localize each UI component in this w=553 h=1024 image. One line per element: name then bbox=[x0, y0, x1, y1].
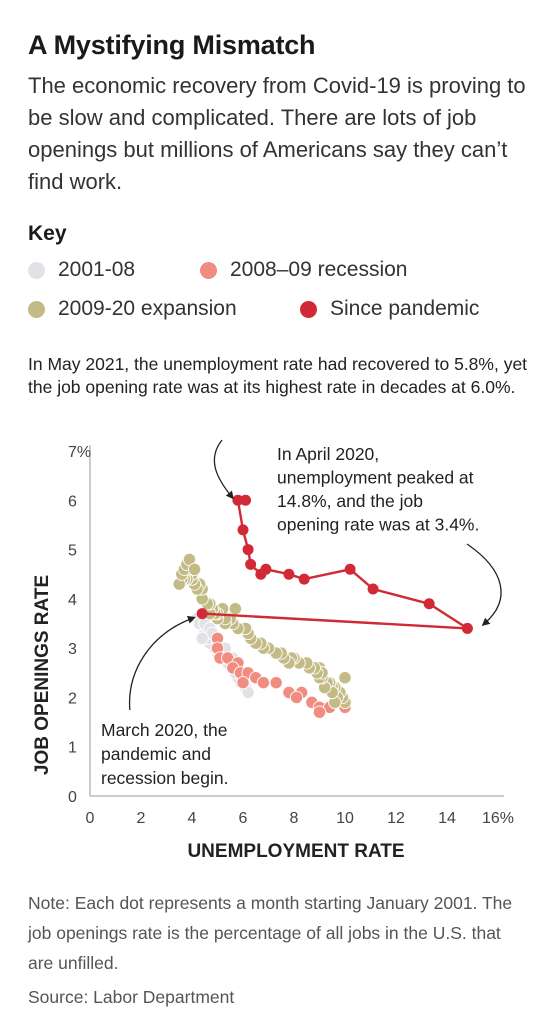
data-point bbox=[289, 690, 304, 705]
y-tick-label: 7% bbox=[68, 444, 91, 461]
annotation-line: pandemic and bbox=[101, 744, 211, 764]
data-point bbox=[344, 563, 356, 575]
annotation-line: unemployment peaked at bbox=[277, 468, 474, 488]
data-point bbox=[338, 671, 352, 685]
y-tick-label: 4 bbox=[68, 592, 77, 609]
legend-dot-recession bbox=[200, 261, 217, 279]
data-point bbox=[245, 558, 257, 570]
annotation-arrow-may-2021 bbox=[213, 439, 234, 500]
series-since-pandemic bbox=[196, 494, 473, 634]
annotation-backing bbox=[96, 710, 264, 788]
legend-dot-pandemic bbox=[300, 300, 317, 318]
data-point bbox=[256, 675, 271, 690]
annotation-arrow-april-2020 bbox=[466, 543, 502, 626]
legend-item-recession: 2008–09 recession bbox=[200, 258, 407, 282]
data-point bbox=[187, 562, 202, 576]
legend-item-2001-08: 2001-08 bbox=[28, 258, 135, 282]
data-point bbox=[195, 631, 209, 645]
annotation-line: March 2020, the bbox=[101, 720, 227, 740]
data-point bbox=[298, 573, 310, 585]
data-point bbox=[312, 705, 327, 719]
x-tick-label: 0 bbox=[86, 810, 95, 827]
annotations-layer: In April 2020, unemployment peaked at 14.8… bbox=[96, 439, 502, 788]
y-tick-label: 2 bbox=[68, 690, 77, 707]
points-layer bbox=[172, 494, 473, 719]
x-tick-label: 8 bbox=[290, 810, 299, 827]
data-point bbox=[423, 598, 435, 610]
legend-dot-2001-08 bbox=[28, 261, 45, 279]
x-tick-label: 4 bbox=[188, 810, 197, 827]
data-point bbox=[283, 568, 295, 580]
annotation-line: opening rate was at 3.4%. bbox=[277, 515, 479, 535]
legend-item-pandemic: Since pandemic bbox=[300, 297, 479, 321]
chart-note: Note: Each dot represents a month starti… bbox=[28, 893, 513, 973]
chart-title: A Mystifying Mismatch bbox=[28, 30, 316, 60]
data-point bbox=[228, 602, 243, 616]
annotation-line: recession begin. bbox=[101, 768, 228, 788]
series-2009-20-expansion bbox=[172, 552, 352, 710]
annotation-line: In April 2020, bbox=[277, 444, 379, 464]
chart-caption: In May 2021, the unemployment rate had r… bbox=[28, 354, 528, 397]
data-point bbox=[242, 544, 254, 556]
x-tick-label: 12 bbox=[387, 810, 405, 827]
legend-dot-expansion bbox=[28, 300, 45, 318]
annotation-arrow-march-2020 bbox=[128, 615, 196, 713]
x-tick-label: 6 bbox=[239, 810, 248, 827]
key-heading: Key bbox=[28, 222, 67, 245]
data-point bbox=[255, 568, 267, 580]
x-tick-label: 10 bbox=[336, 810, 354, 827]
data-point bbox=[237, 524, 249, 536]
legend-label-recession: 2008–09 recession bbox=[230, 258, 408, 281]
y-tick-label: 1 bbox=[68, 740, 77, 757]
chart-source: Source: Labor Department bbox=[28, 987, 235, 1007]
data-point bbox=[367, 583, 379, 595]
y-tick-label: 0 bbox=[68, 789, 77, 806]
y-tick-label: 5 bbox=[68, 543, 77, 560]
legend-item-expansion: 2009-20 expansion bbox=[28, 297, 237, 321]
data-point bbox=[236, 675, 250, 690]
legend-label-pandemic: Since pandemic bbox=[330, 297, 480, 320]
data-point bbox=[240, 494, 252, 506]
y-tick-label: 3 bbox=[68, 641, 77, 658]
annotation-march-2020: March 2020, the pandemic and recession beg… bbox=[101, 720, 228, 788]
chart-subtitle: The economic recovery from Covid-19 is p… bbox=[28, 73, 526, 194]
y-axis-title: JOB OPENINGS RATE bbox=[32, 575, 53, 775]
data-point bbox=[196, 608, 208, 620]
data-point bbox=[232, 494, 244, 506]
data-point bbox=[269, 675, 283, 690]
y-tick-label: 6 bbox=[68, 493, 77, 510]
data-point bbox=[461, 622, 473, 634]
x-tick-label: 14 bbox=[438, 810, 456, 827]
legend-label-2001-08: 2001-08 bbox=[58, 258, 136, 281]
annotation-line: 14.8%, and the job bbox=[277, 491, 423, 511]
annotation-april-2020: In April 2020, unemployment peaked at 14.8… bbox=[277, 444, 479, 535]
legend-label-expansion: 2009-20 expansion bbox=[58, 297, 237, 320]
x-tick-label: 2 bbox=[137, 810, 146, 827]
x-axis-title: UNEMPLOYMENT RATE bbox=[187, 841, 404, 862]
x-tick-label: 16% bbox=[482, 810, 514, 827]
